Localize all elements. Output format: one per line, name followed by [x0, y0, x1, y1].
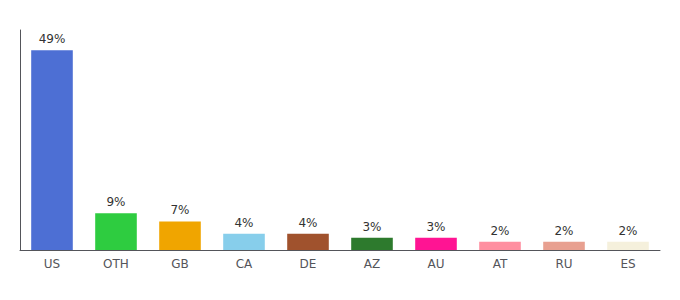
- svg-text:49%: 49%: [39, 32, 66, 46]
- svg-text:AZ: AZ: [364, 257, 380, 271]
- svg-text:AU: AU: [428, 257, 445, 271]
- svg-text:RU: RU: [555, 257, 572, 271]
- svg-text:3%: 3%: [362, 220, 381, 234]
- svg-text:7%: 7%: [170, 203, 189, 217]
- svg-text:CA: CA: [236, 257, 253, 271]
- svg-text:DE: DE: [300, 257, 317, 271]
- svg-text:4%: 4%: [298, 216, 317, 230]
- svg-text:AT: AT: [493, 257, 508, 271]
- svg-text:GB: GB: [171, 257, 189, 271]
- svg-text:OTH: OTH: [103, 257, 129, 271]
- svg-text:ES: ES: [620, 257, 635, 271]
- svg-text:4%: 4%: [234, 216, 253, 230]
- svg-text:9%: 9%: [106, 195, 125, 209]
- svg-text:3%: 3%: [426, 220, 445, 234]
- svg-text:US: US: [44, 257, 60, 271]
- svg-text:2%: 2%: [618, 224, 637, 238]
- svg-text:2%: 2%: [554, 224, 573, 238]
- svg-text:2%: 2%: [490, 224, 509, 238]
